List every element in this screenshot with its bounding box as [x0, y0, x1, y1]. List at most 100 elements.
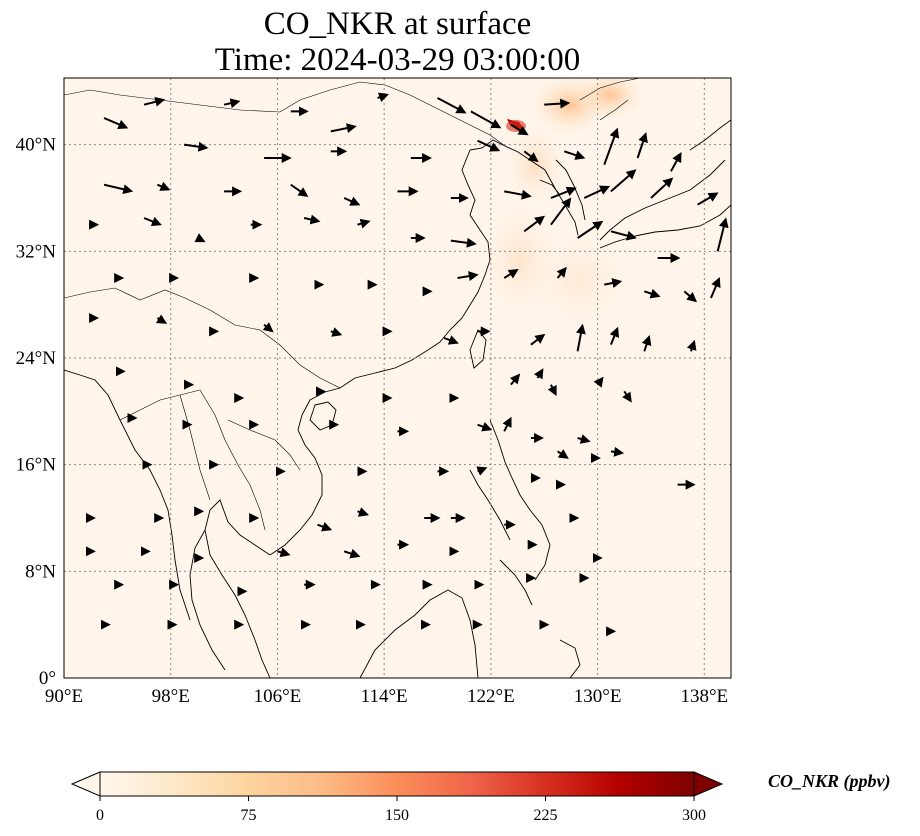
wind-arrow — [330, 123, 357, 134]
wind-arrow — [556, 266, 567, 279]
wind-arrow — [223, 98, 241, 109]
wind-arrow — [450, 237, 477, 248]
wind-arrow — [303, 214, 321, 225]
wind-arrow — [377, 92, 389, 103]
wind-arrow — [509, 373, 521, 386]
wind-arrow — [504, 189, 532, 200]
latitude-tick-labels: 0° 8°N 16°N 24°N 32°N 40°N — [16, 135, 57, 689]
wind-arrow — [262, 322, 274, 333]
wind-arrow — [317, 521, 333, 532]
wind-arrow — [156, 181, 171, 191]
lon-tick-label: 106°E — [254, 686, 302, 707]
wind-arrow — [610, 446, 625, 457]
wind-arrow — [593, 376, 604, 388]
wind-arrow — [343, 196, 361, 206]
map-background — [64, 78, 731, 678]
lat-tick-label: 8°N — [25, 561, 56, 582]
wind-arrow — [557, 449, 569, 459]
wind-arrow — [577, 220, 604, 239]
colorbar-gradient — [99, 771, 695, 797]
lon-tick-label: 98°E — [152, 686, 190, 707]
wind-arrow — [533, 368, 544, 380]
map-subtitle-time: Time: 2024-03-29 03:00:00 — [214, 42, 581, 78]
wind-arrow — [523, 215, 546, 233]
wind-arrow — [550, 186, 577, 199]
colorbar-ticks: 0 75 150 225 300 — [96, 796, 706, 824]
lon-tick-label: 130°E — [574, 686, 622, 707]
lat-tick-label: 40°N — [16, 135, 57, 156]
wind-arrow — [477, 421, 493, 432]
wind-arrow — [330, 327, 343, 337]
wind-arrow — [604, 278, 623, 288]
lon-tick-label: 90°E — [45, 686, 83, 707]
wind-arrow — [609, 326, 620, 346]
wind-arrow — [563, 150, 586, 160]
wind-vectors — [85, 92, 729, 637]
wind-arrow — [603, 127, 620, 166]
colorbar-title: CO_NKR (ppbv) — [768, 771, 891, 791]
country-borders — [64, 78, 641, 531]
wind-arrow — [610, 169, 637, 193]
wind-arrow — [437, 97, 467, 114]
wind-arrow — [622, 390, 632, 403]
wind-arrow — [510, 123, 529, 136]
wind-arrow — [457, 271, 479, 282]
lat-tick-label: 0° — [39, 668, 56, 689]
wind-arrow — [643, 288, 661, 299]
wind-arrow — [697, 192, 719, 206]
colorbar-tick-label: 0 — [96, 807, 104, 824]
map-title: CO_NKR at surface — [263, 6, 532, 42]
wind-arrow — [503, 268, 519, 279]
wind-arrow — [357, 218, 371, 229]
wind-arrow — [686, 339, 697, 352]
wind-arrow — [547, 384, 557, 397]
wind-arrow — [716, 217, 729, 252]
wind-arrow — [610, 230, 637, 241]
lon-tick-label: 114°E — [361, 686, 408, 707]
wind-arrow — [530, 333, 546, 346]
wind-arrow — [290, 183, 309, 198]
wind-arrow — [183, 141, 209, 152]
colorbar-extend-min — [70, 771, 101, 797]
colorbar: 0 75 150 225 300 — [70, 771, 724, 824]
colorbar-tick-label: 150 — [385, 807, 409, 824]
wind-arrow — [583, 185, 611, 199]
wind-arrow — [477, 139, 501, 152]
wind-arrow — [143, 216, 162, 227]
wind-arrow — [710, 276, 721, 299]
wind-arrow — [576, 323, 586, 352]
map-frame — [63, 77, 732, 679]
wind-arrow — [103, 183, 134, 195]
wind-arrow — [641, 335, 652, 352]
wind-arrow — [277, 547, 291, 558]
wind-arrow — [476, 466, 488, 476]
colorbar-tick-label: 75 — [241, 807, 257, 824]
wind-arrow — [670, 151, 682, 172]
lat-tick-label: 16°N — [16, 455, 57, 476]
lon-tick-label: 122°E — [467, 686, 515, 707]
colorbar-tick-label: 300 — [682, 807, 706, 824]
wind-arrow — [470, 110, 502, 129]
colorbar-extend-max — [693, 771, 724, 797]
wind-arrow — [502, 416, 512, 432]
wind-arrow — [143, 96, 166, 107]
wind-arrow — [194, 233, 206, 243]
wind-arrow — [650, 177, 674, 199]
wind-arrow — [155, 314, 168, 324]
wind-arrow — [103, 117, 129, 130]
longitude-tick-labels: 90°E 98°E 106°E 114°E 122°E 130°E 138°E — [45, 686, 728, 707]
wind-arrow — [550, 197, 572, 226]
colorbar-tick-label: 225 — [534, 807, 558, 824]
wind-arrow — [523, 150, 539, 163]
wind-arrow — [443, 335, 459, 345]
wind-arrow — [636, 132, 648, 159]
lon-tick-label: 138°E — [680, 686, 728, 707]
lat-tick-label: 32°N — [16, 241, 57, 262]
wind-arrow — [357, 507, 369, 517]
wind-arrow — [544, 98, 571, 109]
lat-tick-label: 24°N — [16, 348, 57, 369]
wind-arrow — [683, 290, 698, 303]
wind-arrow — [577, 434, 591, 444]
wind-arrow — [343, 548, 361, 559]
